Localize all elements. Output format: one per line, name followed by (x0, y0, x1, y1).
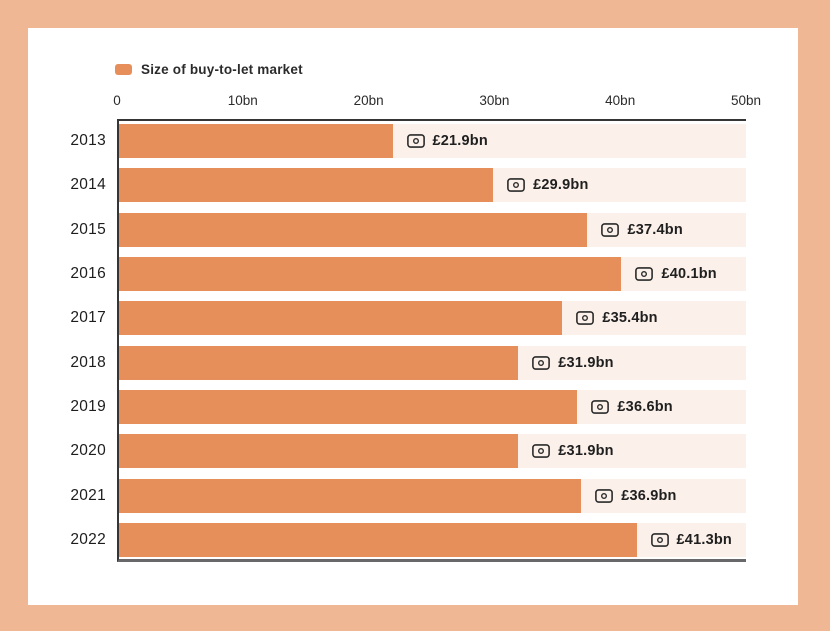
bar-value-text: £40.1bn (661, 266, 717, 283)
year-label: 2017 (70, 309, 106, 327)
bar-value-label: £37.4bn (601, 221, 683, 238)
bar (117, 301, 563, 336)
bar-row: 2014 £29.9bn (28, 163, 746, 207)
bar-row: 2017 £35.4bn (28, 296, 746, 340)
bar-value-label: £36.9bn (595, 488, 676, 504)
bar-value-label: £41.3bn (650, 531, 732, 548)
year-label: 2016 (70, 265, 106, 283)
banknote-icon (650, 532, 669, 547)
year-label: 2019 (70, 397, 106, 415)
bar-value-text: £21.9bn (432, 133, 488, 150)
x-axis: 0 10bn 20bn 30bn 40bn 50bn (113, 93, 761, 111)
bar (117, 522, 637, 557)
bar-value-text: £37.4bn (627, 221, 683, 238)
x-tick-label: 30bn (479, 93, 510, 108)
x-tick-label: 10bn (227, 93, 258, 108)
bar-value-text: £36.9bn (621, 487, 677, 504)
bar-row: 2019 £36.6bn (28, 385, 746, 429)
bar (117, 168, 494, 203)
bar-track: £31.9bn (117, 345, 746, 380)
year-label: 2014 (70, 176, 106, 194)
bar (117, 478, 582, 513)
bar-track: £29.9bn (117, 168, 746, 203)
bar-track: £36.6bn (117, 389, 746, 424)
bar-value-text: £29.9bn (533, 177, 589, 194)
bar-rows: 2013 £21.9bn 2014 £29.9bn (28, 119, 746, 562)
banknote-icon (635, 267, 654, 281)
bar-value-label: £35.4bn (576, 310, 658, 327)
bar-value-text: £41.3bn (676, 531, 732, 548)
bar-track: £36.9bn (117, 478, 746, 513)
bar (117, 389, 578, 424)
year-label: 2021 (70, 486, 106, 504)
bar (117, 257, 622, 292)
plot-area: 2013 £21.9bn 2014 £29.9bn (28, 119, 746, 562)
bar-value-text: £35.4bn (602, 310, 658, 327)
bar (117, 434, 519, 469)
bar-track: £21.9bn (117, 124, 746, 159)
banknote-icon (591, 400, 610, 414)
bar (117, 124, 393, 159)
banknote-icon (532, 355, 551, 370)
bar (117, 212, 588, 247)
year-label: 2013 (70, 132, 106, 150)
bar-row: 2020 £31.9bn (28, 429, 746, 473)
bar-row: 2015 £37.4bn (28, 208, 746, 252)
bar-track: £31.9bn (117, 434, 746, 469)
bar (117, 345, 519, 380)
bar-chart: 0 10bn 20bn 30bn 40bn 50bn 2013 £21.9bn 2014 (28, 93, 798, 562)
bar-value-text: £31.9bn (558, 443, 614, 460)
x-tick-label: 20bn (353, 93, 384, 108)
bar-row: 2013 £21.9bn (28, 119, 746, 163)
bar-value-label: £21.9bn (406, 133, 488, 150)
bar-track: £37.4bn (117, 212, 746, 247)
bar-row: 2022 £41.3bn (28, 518, 746, 562)
year-label: 2018 (70, 353, 106, 371)
bar-value-text: £36.6bn (617, 398, 673, 415)
banknote-icon (576, 311, 595, 326)
bar-track: £41.3bn (117, 522, 746, 557)
bar-row: 2021 £36.9bn (28, 473, 746, 517)
x-tick-label: 40bn (605, 93, 636, 108)
bar-value-label: £31.9bn (532, 354, 614, 371)
x-tick-label: 50bn (730, 93, 762, 108)
bar-track: £40.1bn (117, 257, 746, 292)
legend: Size of buy-to-let market (115, 62, 798, 77)
year-label: 2022 (70, 530, 106, 548)
bar-value-label: £29.9bn (507, 177, 588, 193)
banknote-icon (532, 444, 551, 459)
banknote-icon (507, 178, 526, 193)
bar-track: £35.4bn (117, 301, 746, 336)
year-label: 2015 (70, 220, 106, 238)
bar-row: 2018 £31.9bn (28, 340, 746, 384)
bar-row: 2016 £40.1bn (28, 252, 746, 296)
x-tick-label: 0 (113, 93, 121, 108)
bar-value-label: £40.1bn (635, 266, 717, 283)
bar-value-label: £31.9bn (532, 443, 614, 460)
legend-swatch-icon (115, 64, 132, 75)
bar-value-text: £31.9bn (558, 354, 614, 371)
legend-label: Size of buy-to-let market (141, 62, 303, 77)
chart-card: Size of buy-to-let market 0 10bn 20bn 30bn 4… (28, 28, 798, 605)
banknote-icon (601, 222, 620, 237)
bar-value-label: £36.6bn (591, 398, 673, 415)
banknote-icon (595, 488, 614, 503)
banknote-icon (406, 134, 425, 149)
year-label: 2020 (70, 442, 106, 460)
